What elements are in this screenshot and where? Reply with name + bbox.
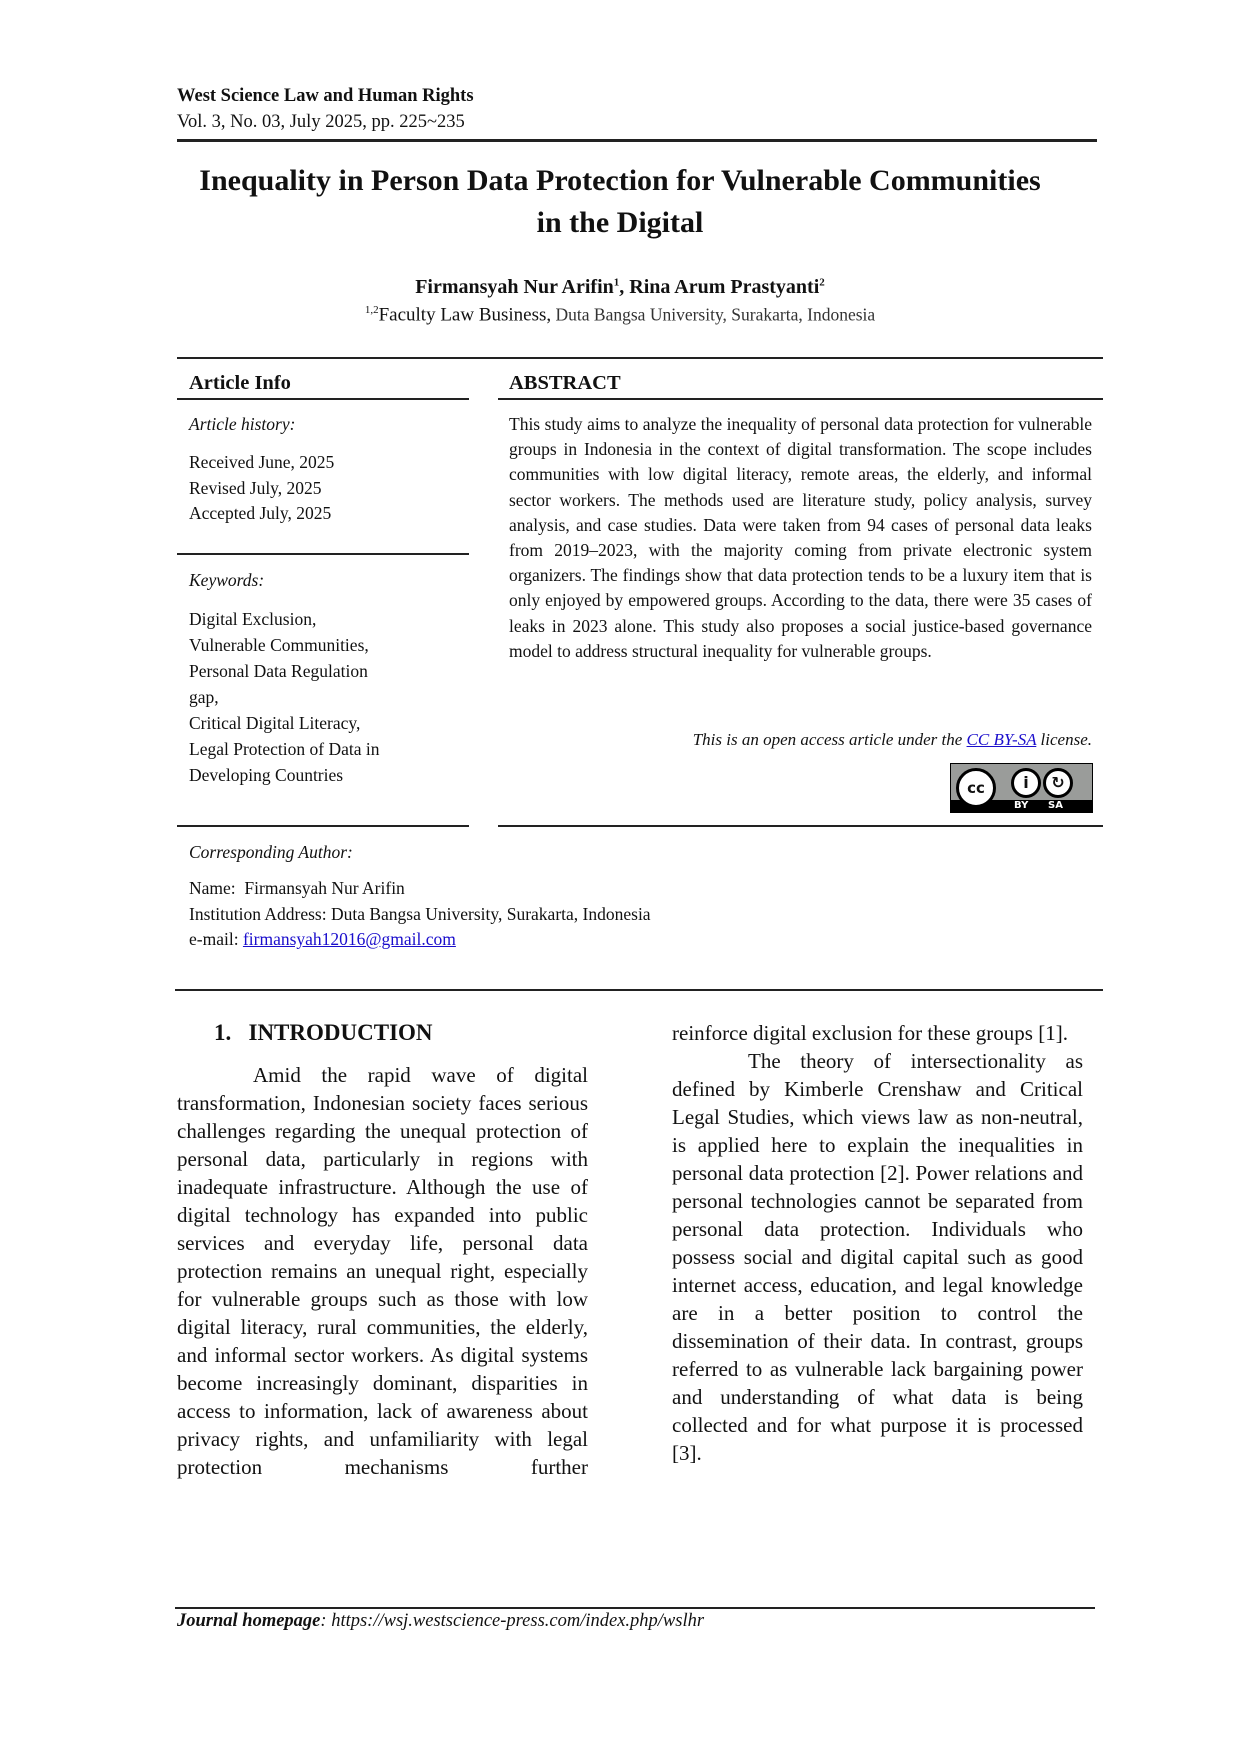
abstract-heading: ABSTRACT [509, 372, 621, 394]
corresponding-details: Name: Firmansyah Nur Arifin Institution … [189, 876, 651, 953]
article-info-rule [177, 398, 469, 400]
journal-issue: Vol. 3, No. 03, July 2025, pp. 225~235 [177, 112, 465, 132]
author-separator: , [619, 276, 630, 298]
corresponding-label: Corresponding Author: [189, 842, 353, 862]
license-link[interactable]: CC BY-SA [966, 730, 1037, 749]
keyword: Digital Exclusion, [189, 609, 317, 629]
title-line-2: in the Digital [536, 206, 704, 239]
share-alike-icon: ↻ [1043, 768, 1073, 798]
title-line-1: Inequality in Person Data Protection for… [199, 164, 1041, 197]
attribution-icon: i [1011, 768, 1041, 798]
badge-sa: SA [1048, 800, 1063, 811]
introduction-heading: 1. INTRODUCTION [214, 1020, 433, 1045]
license-prefix: This is an open access article under the [692, 730, 967, 749]
homepage-url[interactable]: : https://wsj.westscience-press.com/inde… [320, 1611, 705, 1631]
affil-sup: 1,2 [364, 304, 379, 316]
keyword: Legal Protection of Data in [189, 739, 380, 759]
keywords-rule [177, 825, 469, 827]
article-info-heading: Article Info [189, 372, 291, 394]
affil-main: Faculty Law Business, [378, 304, 552, 326]
corr-name: Name: Firmansyah Nur Arifin [189, 878, 405, 898]
intro-left-column: Amid the rapid wave of digital transform… [177, 1061, 588, 1481]
author-1: Firmansyah Nur Arifin [415, 276, 614, 298]
intro-paragraph-1: Amid the rapid wave of digital transform… [177, 1063, 588, 1479]
corresponding-rule [175, 989, 1103, 991]
keywords-label: Keywords: [189, 570, 265, 590]
info-top-rule [177, 357, 1103, 359]
article-history: Received June, 2025 Revised July, 2025 A… [189, 450, 334, 527]
keyword: Critical Digital Literacy, [189, 713, 361, 733]
license-suffix: license. [1036, 730, 1092, 749]
cc-by-sa-badge[interactable]: cc i ↻ BY SA [950, 763, 1093, 813]
cc-icon: cc [956, 768, 996, 808]
affiliation: 1,2Faculty Law Business, Duta Bangsa Uni… [140, 304, 1100, 326]
affil-rest: Duta Bangsa University, Surakarta, Indon… [551, 304, 876, 325]
corr-email: e-mail: firmansyah12016@gmail.com [189, 929, 456, 949]
keyword: Vulnerable Communities, [189, 635, 369, 655]
paper-title: Inequality in Person Data Protection for… [140, 160, 1100, 244]
license-line: This is an open access article under the… [560, 730, 1092, 750]
intro-right-column: reinforce digital exclusion for these gr… [672, 1019, 1083, 1467]
article-history-label: Article history: [189, 414, 296, 434]
keyword: Personal Data Regulation [189, 661, 368, 681]
footer-rule [175, 1607, 1095, 1609]
email-link[interactable]: firmansyah12016@gmail.com [242, 929, 456, 949]
abstract-bottom-rule [498, 825, 1103, 827]
journal-name: West Science Law and Human Rights [177, 86, 474, 106]
header-rule [177, 139, 1097, 142]
received-date: Received June, 2025 [189, 452, 335, 472]
author-2: Rina Arum Prastyanti [629, 276, 820, 298]
intro-paragraph-1-cont: reinforce digital exclusion for these gr… [672, 1021, 1068, 1045]
abstract-text: This study aims to analyze the inequalit… [509, 414, 1092, 661]
revised-date: Revised July, 2025 [189, 477, 322, 498]
author-2-sup: 2 [819, 276, 825, 289]
keywords-list: Digital Exclusion, Vulnerable Communitie… [189, 606, 380, 788]
journal-homepage: Journal homepage: https://wsj.westscienc… [177, 1611, 704, 1632]
history-rule [177, 553, 469, 555]
keyword: Developing Countries [189, 765, 344, 785]
accepted-date: Accepted July, 2025 [189, 503, 332, 523]
badge-by: BY [1014, 800, 1029, 811]
abstract-rule [498, 398, 1103, 400]
homepage-label: Journal homepage [177, 1611, 321, 1631]
author-1-sup: 1 [613, 276, 620, 289]
keyword: gap, [189, 687, 219, 707]
intro-paragraph-2: The theory of intersectionality as defin… [672, 1049, 1083, 1465]
authors: Firmansyah Nur Arifin1, Rina Arum Prasty… [140, 276, 1100, 299]
corr-institution: Institution Address: Duta Bangsa Univers… [189, 903, 651, 924]
